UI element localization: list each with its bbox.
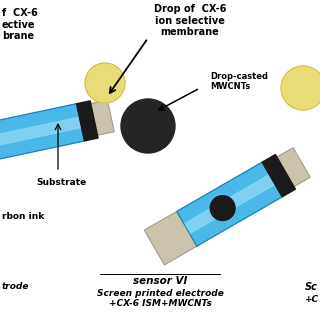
Polygon shape [76, 101, 98, 141]
Polygon shape [0, 117, 82, 146]
Polygon shape [262, 155, 295, 197]
Polygon shape [0, 104, 84, 160]
Circle shape [85, 63, 125, 103]
Circle shape [281, 66, 320, 110]
Text: rbon ink: rbon ink [2, 212, 44, 221]
Circle shape [210, 196, 235, 220]
Text: Screen printed electrode
+CX-6 ISM+MWCNTs: Screen printed electrode +CX-6 ISM+MWCNT… [97, 289, 223, 308]
Polygon shape [144, 212, 197, 265]
Text: f  CX-6
ective
brane: f CX-6 ective brane [2, 8, 38, 41]
Polygon shape [177, 162, 282, 246]
Text: Substrate: Substrate [36, 178, 86, 187]
Text: Drop of  CX-6
ion selective
membrane: Drop of CX-6 ion selective membrane [154, 4, 226, 37]
Text: +C: +C [304, 295, 318, 304]
Text: Sc: Sc [305, 282, 318, 292]
Text: Drop-casted
MWCNTs: Drop-casted MWCNTs [210, 72, 268, 92]
Polygon shape [91, 100, 114, 135]
Circle shape [121, 99, 175, 153]
Text: trode: trode [2, 282, 29, 291]
Polygon shape [277, 148, 310, 187]
Text: sensor VI: sensor VI [133, 276, 187, 286]
Polygon shape [184, 175, 275, 234]
